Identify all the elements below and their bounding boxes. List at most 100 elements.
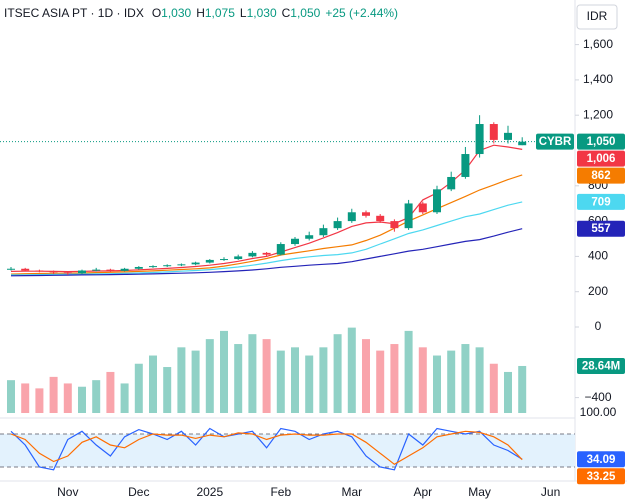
- x-tick-label: Apr: [413, 485, 432, 499]
- symbol-title: ITSEC ASIA PT · 1D · IDX: [4, 6, 144, 20]
- ohlc-value: 1,050: [290, 6, 320, 20]
- ohlc-key: L: [240, 6, 247, 20]
- price-tag-label: 709: [591, 196, 610, 208]
- volume-bar: [447, 350, 456, 413]
- volume-bar: [305, 355, 314, 413]
- price-tag: 709: [577, 193, 625, 210]
- volume-bar: [234, 344, 243, 413]
- x-tick-label: Nov: [57, 485, 78, 499]
- volume-bar: [518, 365, 527, 413]
- price-tag-box: [577, 167, 625, 184]
- volume-bar: [106, 371, 115, 413]
- volume-bar: [333, 334, 342, 413]
- price-tag-box: [577, 150, 625, 167]
- price-tag-box: [577, 220, 625, 237]
- volume-bar: [35, 388, 44, 413]
- volume-bar: [418, 347, 427, 413]
- ohlc-value: 1,030: [247, 6, 277, 20]
- price-tag-box: [577, 193, 625, 210]
- moving-average: [10, 228, 523, 277]
- candle-body: [447, 176, 456, 190]
- symbol-tag-box: [536, 133, 574, 150]
- volume-bar: [433, 355, 441, 413]
- volume-bar: [376, 350, 385, 413]
- volume-bar: [319, 347, 328, 413]
- price-tag-label: 34.09: [587, 454, 616, 466]
- volume-bar: [191, 350, 200, 413]
- candle-body: [92, 269, 101, 271]
- volume-bar: [21, 383, 30, 413]
- chart-header: ITSEC ASIA PT · 1D · IDX O1,030 H1,075 L1,0…: [4, 6, 398, 20]
- price-tag-label: 1,006: [587, 153, 616, 165]
- candle-body: [177, 264, 186, 266]
- currency-box[interactable]: [576, 4, 618, 30]
- volume-bar: [134, 363, 143, 413]
- stoch-line: [10, 427, 523, 471]
- candle-body: [433, 189, 441, 213]
- stoch-line: [10, 430, 523, 466]
- candle-body: [63, 272, 72, 274]
- price-tag-label: 33.25: [587, 471, 616, 483]
- candle-body: [390, 221, 399, 229]
- volume-bar: [220, 330, 228, 413]
- x-tick-label: Mar: [341, 485, 362, 499]
- volume-bar: [92, 380, 101, 413]
- y-tick-label: 0: [595, 319, 602, 333]
- y-tick-label: −400: [584, 390, 611, 404]
- candle-body: [7, 268, 15, 270]
- volume-bar: [63, 383, 72, 413]
- candle-body: [319, 228, 328, 236]
- price-tag: 1,006: [577, 150, 625, 167]
- candle-body: [248, 252, 257, 257]
- candle-body: [234, 256, 243, 260]
- stoch-tick-label: 100.00: [580, 405, 617, 419]
- volume-bar: [49, 376, 58, 413]
- candle-body: [163, 265, 172, 267]
- x-tick-label: Jun: [541, 485, 560, 499]
- candle-body: [504, 132, 512, 140]
- candle-body: [49, 271, 58, 273]
- volume-bar: [291, 347, 299, 413]
- candle-body: [78, 270, 86, 274]
- candle-body: [262, 252, 271, 255]
- candle-body: [461, 154, 470, 177]
- price-tag-label: 557: [591, 223, 610, 235]
- ohlc-key: H: [196, 6, 205, 20]
- volume-bar: [177, 347, 186, 413]
- ohlc-key: O: [152, 6, 161, 20]
- candle-body: [191, 262, 200, 265]
- volume-bar: [475, 347, 484, 413]
- volume-bar: [7, 380, 15, 413]
- candle-body: [376, 215, 385, 222]
- candle-body: [418, 203, 427, 213]
- volume-bar: [248, 334, 257, 413]
- volume-bar: [262, 339, 271, 413]
- candle-body: [21, 268, 30, 271]
- moving-average: [10, 201, 523, 276]
- y-tick-label: 400: [588, 249, 608, 263]
- y-tick-label: 200: [588, 284, 608, 298]
- stoch-band: [0, 434, 575, 467]
- candle-body: [120, 268, 129, 271]
- candle-body: [404, 203, 413, 229]
- price-tag-box: [577, 357, 625, 374]
- candle-body: [106, 269, 115, 271]
- candle-body: [347, 212, 356, 222]
- volume-bar: [390, 344, 399, 413]
- ohlc-key: C: [282, 6, 291, 20]
- y-tick-label: 1,600: [583, 37, 613, 51]
- candle-body: [205, 259, 214, 263]
- volume-bar: [163, 367, 172, 413]
- price-tag-label: 862: [591, 170, 610, 182]
- ohlc-value: 1,075: [205, 6, 235, 20]
- y-tick-label: 1,400: [583, 72, 613, 86]
- candle-body: [35, 270, 44, 272]
- ohlc-value: 1,030: [161, 6, 191, 20]
- price-tag-box: [577, 451, 625, 468]
- x-tick-label: 2025: [196, 485, 223, 499]
- candle-body: [362, 212, 370, 216]
- price-tag: 33.25: [577, 468, 625, 485]
- volume-bar: [461, 344, 470, 413]
